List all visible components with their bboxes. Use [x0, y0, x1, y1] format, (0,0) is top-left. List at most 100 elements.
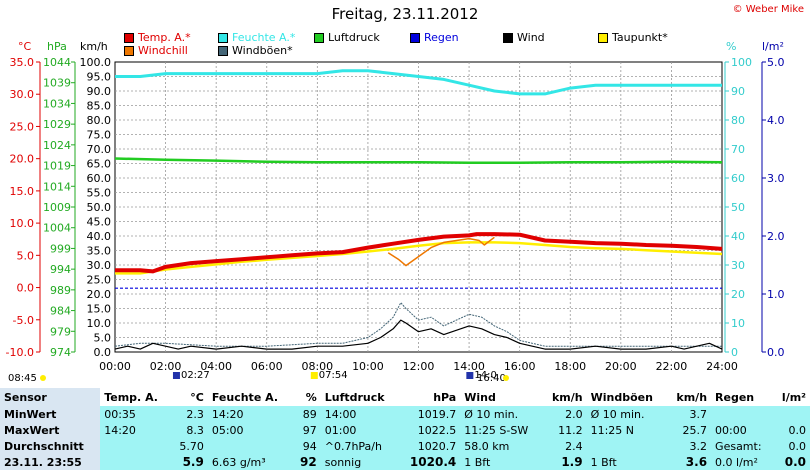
- stats-cell: 14:20: [207, 406, 293, 422]
- stats-cell: 14:20: [100, 422, 171, 438]
- stats-cell: Ø 10 min.: [460, 406, 543, 422]
- sunset-label: 16:40: [477, 373, 506, 384]
- stats-cell: [207, 438, 293, 454]
- time-tick-label: 14:00: [453, 360, 485, 373]
- event-0754-label: 07:54: [319, 370, 348, 381]
- humidity-tick-label: 40: [731, 230, 745, 243]
- stats-header-cell: Sensor: [0, 388, 101, 406]
- event-0754-marker: [310, 372, 318, 379]
- stats-header-cell: Luftdruck: [324, 390, 385, 404]
- temp-tick-label: 5.0: [17, 249, 35, 262]
- stats-cell: 00:35: [100, 406, 171, 422]
- time-tick-label: 10:00: [352, 360, 384, 373]
- time-tick-label: 16:00: [504, 360, 536, 373]
- pressure-tick-label: 1034: [43, 97, 71, 110]
- stats-row-label: Durchschnitt: [0, 438, 101, 454]
- legend-item: Windchill: [124, 44, 188, 57]
- event-0227-marker: [172, 372, 180, 379]
- wind-tick-label: 60.0: [87, 172, 112, 185]
- pressure-tick-label: 974: [50, 346, 71, 359]
- event-1400-marker: [466, 372, 474, 379]
- copyright-label: © Weber Mike: [732, 4, 804, 15]
- wind-tick-label: 0.0: [94, 346, 112, 359]
- stats-header-cell: Wind: [464, 390, 496, 404]
- legend-label: Windböen*: [232, 44, 293, 57]
- stats-cell: 11:25 N: [586, 422, 667, 438]
- stats-cell: 1019.7: [398, 406, 461, 422]
- stats-cell: [100, 438, 171, 454]
- legend-item: Regen: [410, 31, 459, 44]
- wind-tick-label: 85.0: [87, 100, 112, 113]
- pressure-tick-label: 979: [50, 325, 71, 338]
- wind-tick-label: 10.0: [87, 317, 112, 330]
- event-1400-label: 14:0: [474, 370, 496, 381]
- legend-item: Luftdruck: [314, 31, 380, 44]
- stats-row: MinWert 00:35 2.3 14:20 89 14:00 1019.7 Ø 10 mi…: [0, 406, 810, 422]
- stats-cell: 1020.7: [398, 438, 461, 454]
- temp-tick-label: 10.0: [10, 217, 35, 230]
- wind-tick-label: 40.0: [87, 230, 112, 243]
- legend-swatch: [314, 32, 324, 43]
- stats-header-cell: %: [305, 390, 317, 404]
- pressure-tick-label: 1009: [43, 201, 71, 214]
- humidity-tick-label: 60: [731, 172, 745, 185]
- stats-cell: 97: [292, 422, 321, 438]
- wind-tick-label: 25.0: [87, 274, 112, 287]
- stats-cell: 94: [292, 438, 321, 454]
- stats-cell: Ø 10 min.: [586, 406, 667, 422]
- stats-cell: 3.6: [666, 454, 712, 470]
- stats-row-label: MaxWert: [0, 422, 101, 438]
- wind-tick-label: 35.0: [87, 245, 112, 258]
- time-tick-label: 12:00: [403, 360, 435, 373]
- time-tick-label: 18:00: [554, 360, 586, 373]
- chart-title: Freitag, 23.11.2012: [331, 5, 479, 23]
- temp-tick-label: 0.0: [17, 282, 35, 295]
- stats-cell: 11:25 S-SW: [460, 422, 543, 438]
- sun-icon: [40, 375, 46, 381]
- stats-cell: 3.7: [666, 406, 712, 422]
- stats-cell: 1.9: [542, 454, 587, 470]
- stats-cell: [100, 454, 171, 470]
- chart-area: 35.030.025.020.015.010.05.00.0-5.0-10.01…: [6, 56, 785, 384]
- stats-cell: 2.0: [542, 406, 587, 422]
- legend-swatch: [598, 32, 608, 43]
- series-line: [114, 319, 723, 350]
- time-tick-label: 04:00: [200, 360, 232, 373]
- rain-tick-label: 3.0: [767, 172, 785, 185]
- legend-item: Temp. A.*: [124, 31, 191, 44]
- stats-cell: [773, 406, 810, 422]
- stats-row: Durchschnitt 5.70 94 ^0.7hPa/h 1020.7 58.0 km…: [0, 438, 810, 454]
- stats-row-label: MinWert: [0, 406, 101, 422]
- humidity-tick-label: 0: [731, 346, 738, 359]
- rain-tick-label: 4.0: [767, 114, 785, 127]
- humidity-tick-label: 50: [731, 201, 745, 214]
- series-line: [114, 157, 723, 164]
- wind-tick-label: 50.0: [87, 201, 112, 214]
- time-tick-label: 22:00: [656, 360, 688, 373]
- series-line: [115, 241, 723, 275]
- wind-tick-label: 5.0: [94, 332, 112, 345]
- legend-label: Taupunkt*: [612, 31, 668, 44]
- temp-tick-label: 20.0: [10, 153, 35, 166]
- legend-label: Wind: [517, 31, 545, 44]
- stats-header-cell: Windböen: [590, 390, 653, 404]
- legend-label: Temp. A.*: [138, 31, 191, 44]
- stats-cell: 3.2: [666, 438, 712, 454]
- wind-tick-label: 90.0: [87, 85, 112, 98]
- stats-cell: 1 Bft: [460, 454, 543, 470]
- stats-cell: 11.2: [542, 422, 587, 438]
- event-0227-label: 02:27: [181, 370, 210, 381]
- stats-header-cell: km/h: [551, 390, 583, 404]
- stats-cell: 8.3: [170, 422, 208, 438]
- stats-cell: 00:00: [711, 422, 774, 438]
- stats-header-cell: km/h: [676, 390, 708, 404]
- wind-tick-label: 30.0: [87, 259, 112, 272]
- wind-tick-label: 80.0: [87, 114, 112, 127]
- pressure-tick-label: 1039: [43, 77, 71, 90]
- legend-label: Luftdruck: [328, 31, 380, 44]
- stats-cell: [586, 438, 667, 454]
- stats-cell: 5.9: [170, 454, 208, 470]
- legend-label: Feuchte A.*: [232, 31, 296, 44]
- wind-tick-label: 15.0: [87, 303, 112, 316]
- pressure-tick-label: 1044: [43, 56, 71, 69]
